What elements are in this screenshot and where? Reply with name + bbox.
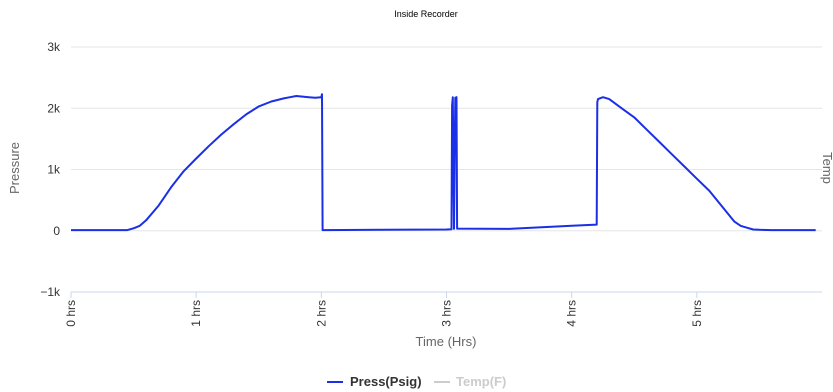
- y-tick-label: 2k: [47, 101, 61, 115]
- y-tick-label: 0: [53, 224, 60, 238]
- x-tick-label: 0 hrs: [64, 300, 78, 327]
- x-tick-label: 4 hrs: [565, 300, 579, 327]
- y-axis-title: Pressure: [7, 142, 22, 194]
- x-tick-label: 3 hrs: [440, 300, 454, 327]
- x-axis-ticks: 0 hrs 1 hrs 2 hrs 3 hrs 4 hrs 5 hrs: [64, 292, 704, 327]
- y-axis-ticks: −1k 0 1k 2k 3k: [40, 40, 61, 299]
- x-tick-label: 1 hrs: [189, 300, 203, 327]
- legend: Press(Psig) Temp(F): [327, 374, 506, 389]
- series-line-press[interactable]: [71, 93, 816, 232]
- x-tick-label: 2 hrs: [314, 300, 328, 327]
- y-tick-label: −1k: [40, 285, 61, 299]
- y2-axis-title: Temp: [820, 152, 833, 184]
- legend-item-temp[interactable]: Temp(F): [434, 374, 506, 389]
- legend-label-temp: Temp(F): [456, 374, 506, 389]
- grid-lines: [71, 46, 822, 293]
- y-tick-label: 3k: [47, 40, 61, 54]
- x-axis-title: Time (Hrs): [416, 334, 477, 349]
- y-tick-label: 1k: [47, 163, 61, 177]
- legend-item-press[interactable]: Press(Psig): [327, 374, 422, 389]
- chart-title: Inside Recorder: [394, 9, 458, 19]
- legend-label-press: Press(Psig): [350, 374, 422, 389]
- x-tick-label: 5 hrs: [690, 300, 704, 327]
